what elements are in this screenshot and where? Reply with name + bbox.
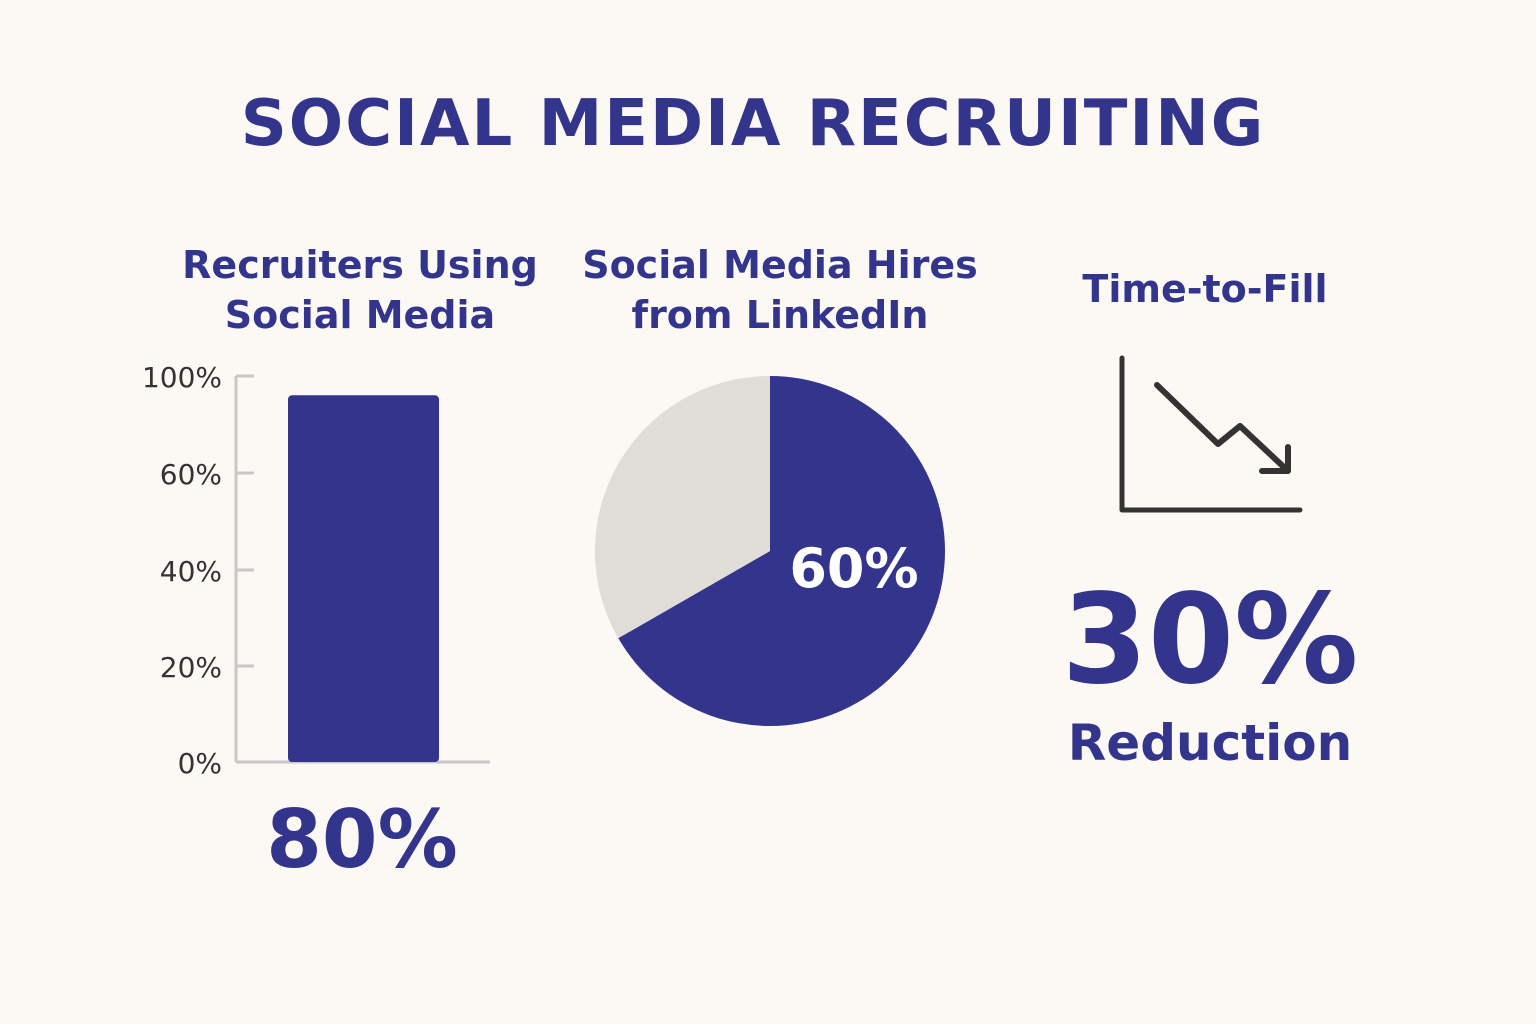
pie-slice — [618, 376, 945, 726]
pie-slice-label: 60% — [789, 537, 918, 600]
pie-slice — [595, 376, 770, 639]
time-reduction-value: 30% — [1061, 568, 1359, 712]
trend-down-chart-icon — [1154, 382, 1290, 473]
pie-chart-title-line: Social Media Hires — [582, 243, 978, 287]
bar — [288, 395, 439, 762]
page-title: SOCIAL MEDIA RECRUITING — [240, 87, 1266, 161]
time-reduction-label: Reduction — [1067, 714, 1353, 772]
pie-chart-title: Social Media Hires from LinkedIn — [560, 240, 1000, 340]
y-tick-label: 40% — [160, 555, 222, 588]
y-tick-label: 0% — [178, 747, 222, 780]
bar-chart-title-line: Recruiters Using — [182, 243, 538, 287]
pie-chart-title-line: from LinkedIn — [631, 293, 929, 337]
trend-arrowhead-icon — [1259, 444, 1291, 474]
bar-chart-title: Recruiters Using Social Media — [150, 240, 570, 340]
trend-chart-axes-icon — [1119, 355, 1303, 513]
y-tick-label: 20% — [160, 651, 222, 684]
time-to-fill-title: Time-to-Fill — [1082, 267, 1328, 311]
y-tick-label: 100% — [142, 361, 222, 394]
bar-chart-title-line: Social Media — [224, 293, 496, 337]
bar-value-label: 80% — [266, 793, 458, 886]
y-tick-label: 60% — [160, 458, 222, 491]
